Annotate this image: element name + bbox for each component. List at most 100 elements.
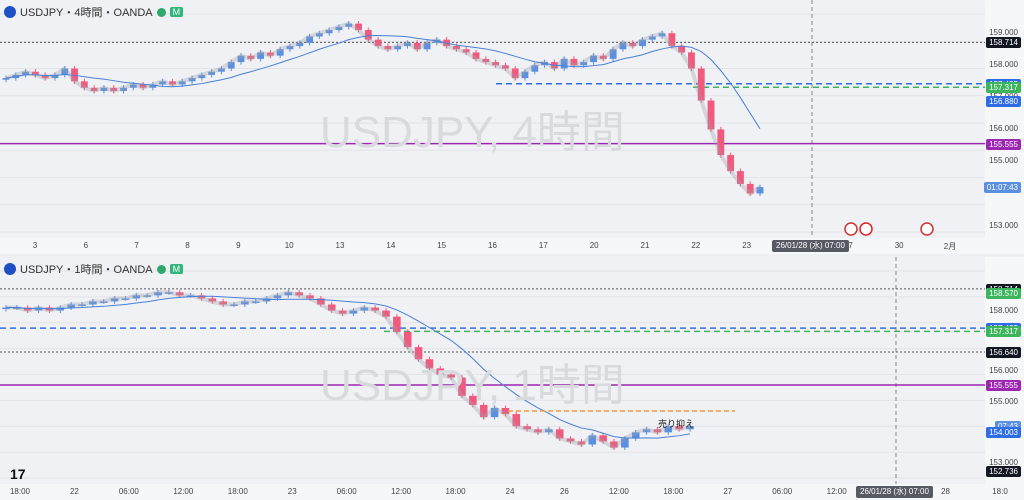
x-tick-label: 18:00 bbox=[663, 487, 684, 496]
y-tick-label: 156.000 bbox=[989, 366, 1018, 376]
price-tag: 158.714 bbox=[986, 37, 1021, 49]
candle-body bbox=[315, 33, 323, 37]
x-tick-label: 17 bbox=[538, 241, 548, 250]
x-tick-label: 06:00 bbox=[772, 487, 793, 496]
candle-body bbox=[99, 301, 108, 303]
cursor-date-4h: 26/01/28 (水) 07:00 bbox=[772, 240, 849, 252]
x-tick-label: 18:0 bbox=[992, 487, 1008, 496]
x-tick-label: 12:00 bbox=[826, 487, 847, 496]
x-tick-label: 12:00 bbox=[391, 487, 412, 496]
candle-body bbox=[717, 129, 725, 156]
candle-body bbox=[262, 298, 271, 302]
candle-body bbox=[90, 87, 98, 91]
candle-body bbox=[736, 171, 744, 184]
candle-body bbox=[511, 68, 519, 79]
candle-body bbox=[227, 62, 235, 69]
x-tick-label: 10 bbox=[284, 241, 294, 250]
candle-body bbox=[306, 295, 314, 299]
moving-average-line bbox=[5, 34, 761, 130]
candle-body bbox=[580, 62, 588, 66]
candle-body bbox=[121, 298, 130, 300]
candle-body bbox=[756, 187, 764, 194]
candle-body bbox=[327, 304, 336, 311]
price-tag: 157.317 bbox=[986, 82, 1021, 94]
time-axis-bg bbox=[0, 484, 985, 500]
x-tick-label: 30 bbox=[894, 241, 904, 250]
trend-highlight-line bbox=[6, 290, 691, 450]
candle-body bbox=[545, 429, 553, 433]
candle-body bbox=[501, 407, 510, 415]
time-axis-bg bbox=[0, 238, 985, 254]
candle-body bbox=[80, 81, 88, 88]
market-open-icon bbox=[156, 264, 166, 274]
candle-body bbox=[154, 292, 162, 296]
candle-body bbox=[139, 84, 147, 88]
x-tick-label: 12:00 bbox=[173, 487, 194, 496]
candle-body bbox=[188, 78, 196, 82]
candle-body bbox=[67, 304, 75, 308]
candle-body bbox=[208, 71, 216, 75]
candle-body bbox=[688, 52, 695, 69]
candle-body bbox=[110, 298, 119, 302]
cursor-date-1h: 26/01/28 (水) 07:00 bbox=[856, 486, 933, 498]
candle-body bbox=[707, 100, 715, 130]
candle-body bbox=[653, 429, 662, 433]
candle-body bbox=[599, 435, 607, 442]
candle-body bbox=[197, 295, 206, 299]
candle-body bbox=[658, 33, 666, 37]
candle-body bbox=[577, 441, 586, 445]
flag-badge-1h: M bbox=[169, 264, 184, 274]
candle-body bbox=[286, 46, 294, 50]
symbol-header-1h[interactable]: USDJPY・1時間・OANDA M bbox=[4, 261, 184, 277]
candle-body bbox=[374, 39, 382, 47]
candle-body bbox=[414, 347, 423, 360]
market-open-icon bbox=[156, 7, 166, 17]
oanda-logo-icon bbox=[4, 6, 16, 18]
x-tick-label: 21 bbox=[640, 241, 650, 250]
panel-1h[interactable]: USDJPY, 1時間 USDJPY・1時間・OANDA M 売り抑え 158.… bbox=[0, 257, 1024, 500]
price-tag: 157.317 bbox=[986, 326, 1021, 338]
candle-body bbox=[129, 84, 137, 88]
price-tag: 07:43 bbox=[994, 421, 1021, 433]
candle-body bbox=[648, 36, 656, 40]
candle-body bbox=[219, 301, 227, 305]
x-tick-label: 23 bbox=[742, 241, 752, 250]
candle-body bbox=[588, 435, 597, 445]
candle-body bbox=[335, 26, 343, 31]
candle-body bbox=[241, 301, 249, 305]
symbol-header-4h[interactable]: USDJPY・4時間・OANDA M bbox=[4, 4, 184, 20]
candle-body bbox=[61, 68, 69, 75]
chart-1h-svg[interactable] bbox=[0, 257, 1024, 500]
candle-body bbox=[360, 307, 369, 311]
candle-body bbox=[56, 307, 65, 311]
candle-body bbox=[284, 292, 293, 296]
candle-body bbox=[169, 81, 176, 85]
candle-body bbox=[642, 429, 651, 433]
x-tick-label: 2月 bbox=[943, 242, 957, 251]
candle-body bbox=[697, 68, 705, 101]
candle-body bbox=[610, 441, 618, 448]
candle-body bbox=[31, 71, 39, 75]
x-tick-label: 15 bbox=[437, 241, 447, 250]
oanda-logo-icon bbox=[4, 263, 16, 275]
panel-4h[interactable]: USDJPY, 4時間 USDJPY・4時間・OANDA M 159.000 15… bbox=[0, 0, 1024, 254]
x-tick-label: 7 bbox=[134, 241, 139, 250]
moving-average-line bbox=[6, 295, 691, 439]
chart-4h-svg[interactable] bbox=[0, 0, 1024, 254]
candle-body bbox=[534, 429, 542, 433]
candle-body bbox=[490, 407, 499, 418]
candle-body bbox=[325, 30, 333, 34]
candle-body bbox=[570, 58, 578, 66]
y-tick-label: 158.000 bbox=[989, 60, 1018, 70]
candle-body bbox=[338, 310, 347, 314]
price-tag: 156.880 bbox=[986, 96, 1021, 108]
candle-body bbox=[458, 377, 466, 396]
candle-body bbox=[251, 301, 260, 303]
candle-body bbox=[382, 310, 390, 317]
candle-body bbox=[178, 81, 186, 85]
candle-body bbox=[349, 310, 358, 314]
x-tick-label: 28 bbox=[941, 487, 950, 496]
price-tag: 154.003 bbox=[986, 427, 1021, 439]
candle-body bbox=[273, 295, 282, 299]
y-tick-label: 158.000 bbox=[989, 305, 1018, 315]
